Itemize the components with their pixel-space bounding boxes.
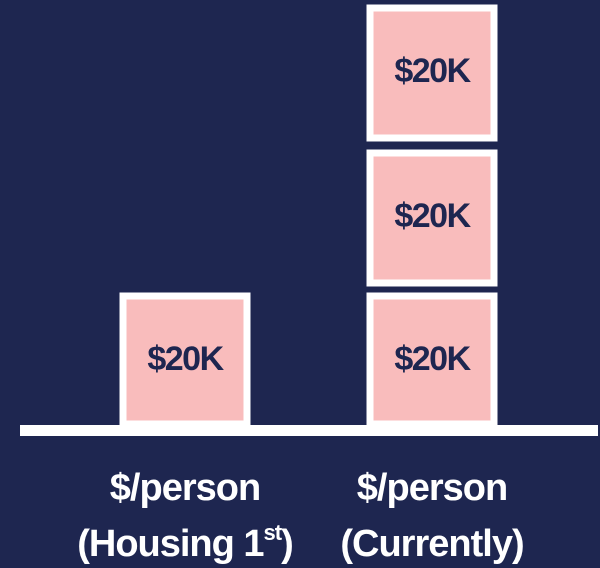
- block: [366, 4, 498, 142]
- block-label: $20K: [394, 340, 471, 378]
- block-label: $20K: [394, 197, 471, 235]
- column-label: (Currently): [340, 523, 523, 565]
- baseline: [20, 425, 598, 436]
- column-housing-first: $20K: [119, 292, 251, 428]
- block-label: $20K: [394, 52, 471, 90]
- column-currently: $20K $20K $20K: [366, 4, 498, 428]
- block-label: $20K: [147, 340, 224, 378]
- column-label: (Housing 1st): [77, 520, 293, 565]
- label-text: (Housing 1: [77, 523, 264, 565]
- superscript: st: [264, 520, 283, 545]
- column-label: $/person: [110, 467, 260, 509]
- block: [119, 292, 251, 428]
- block: [366, 149, 498, 287]
- column-label: $/person: [357, 467, 507, 509]
- block: [366, 292, 498, 428]
- label-text: ): [281, 523, 293, 565]
